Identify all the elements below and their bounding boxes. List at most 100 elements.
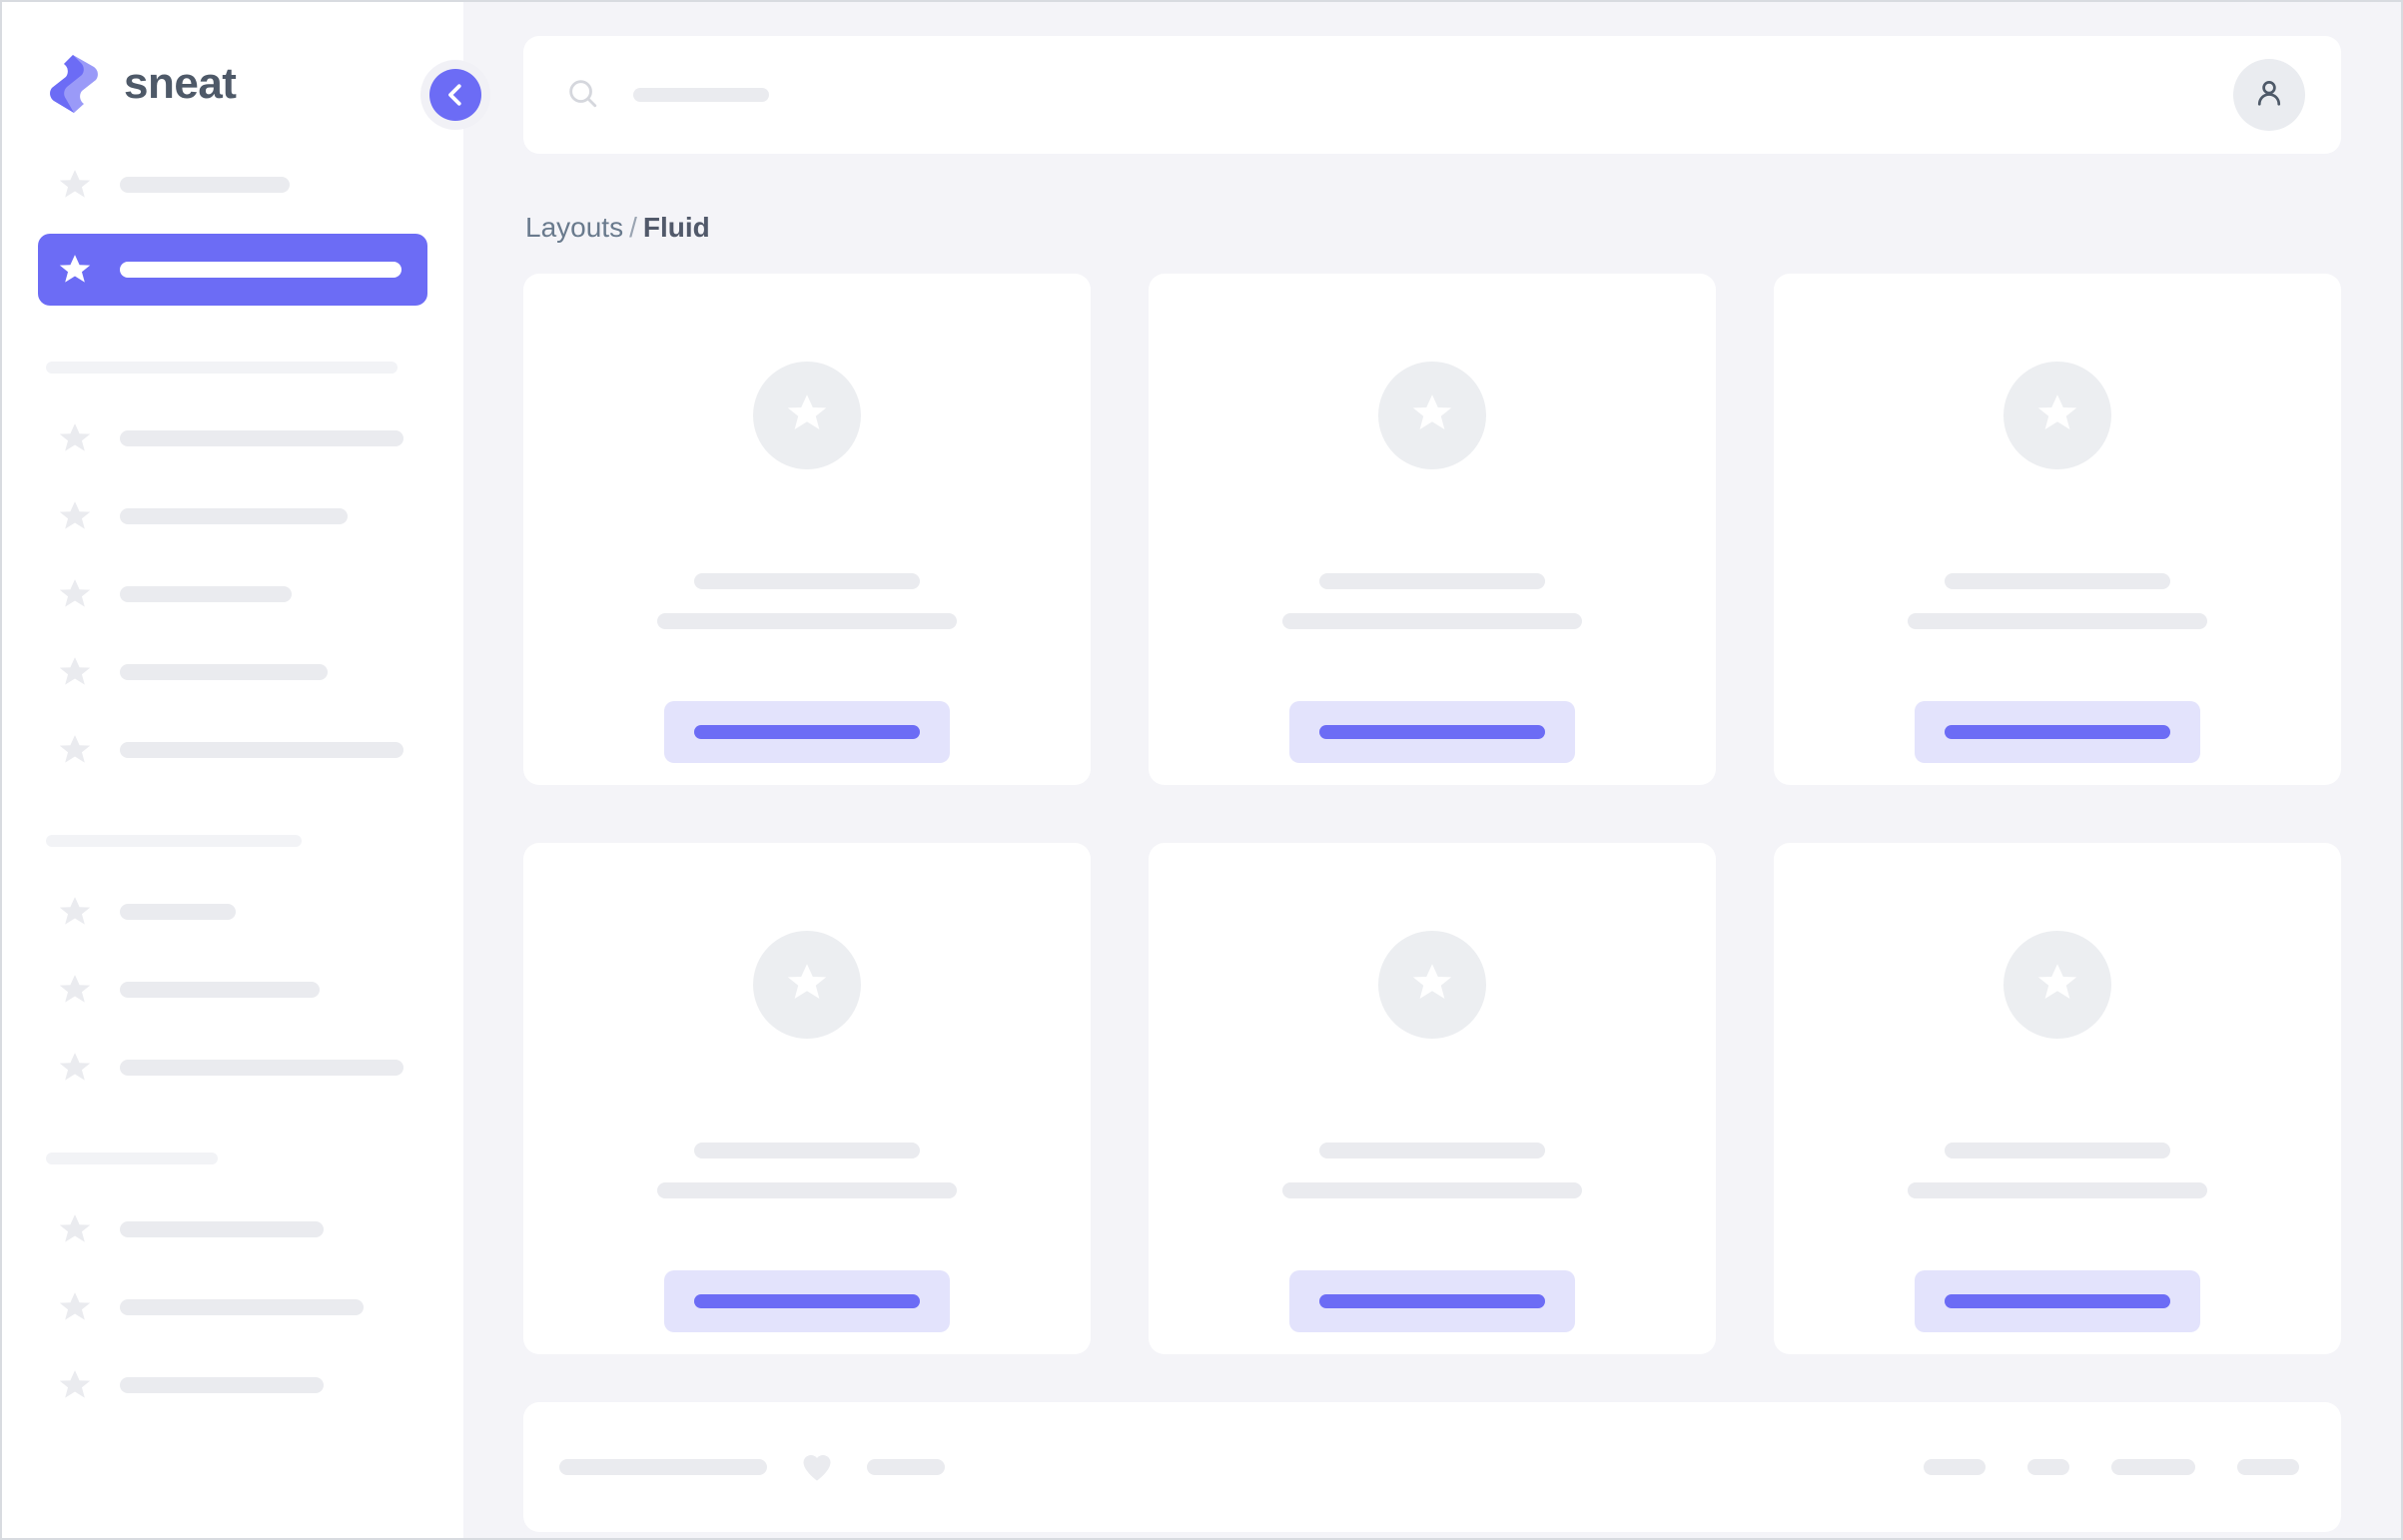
- footer-link[interactable]: [2237, 1459, 2299, 1475]
- sidebar-item-label: [120, 904, 236, 920]
- sidebar-item[interactable]: [38, 883, 427, 941]
- footer-copyright: [559, 1459, 767, 1475]
- breadcrumb: Layouts / Fluid: [525, 214, 2341, 242]
- sidebar-divider: [46, 362, 398, 374]
- sidebar-item[interactable]: [38, 1200, 427, 1258]
- spacer: [2, 214, 463, 234]
- sidebar-item-label: [120, 664, 328, 680]
- sidebar-item[interactable]: [38, 1356, 427, 1414]
- card-action-button[interactable]: [1915, 1270, 2200, 1332]
- card-subtitle: [1908, 1182, 2207, 1198]
- spacer: [2, 779, 463, 799]
- user-icon: [2251, 75, 2287, 116]
- sidebar-item[interactable]: [38, 1039, 427, 1097]
- card-subtitle: [1908, 613, 2207, 629]
- star-icon: [56, 971, 94, 1009]
- star-icon: [1408, 959, 1456, 1012]
- sidebar-divider: [46, 835, 302, 847]
- spacer: [2, 1258, 463, 1278]
- star-icon: [56, 166, 94, 204]
- card-avatar: [2003, 362, 2111, 469]
- sidebar-item[interactable]: [38, 961, 427, 1019]
- sidebar-item[interactable]: [38, 643, 427, 701]
- sidebar-item-active[interactable]: [38, 234, 427, 306]
- star-icon: [2033, 959, 2081, 1012]
- star-icon: [2033, 389, 2081, 442]
- search-icon: [565, 76, 599, 115]
- spacer: [2, 1414, 463, 1434]
- sidebar-collapse-button[interactable]: [420, 60, 490, 130]
- spacer: [2, 545, 463, 565]
- sidebar-item[interactable]: [38, 487, 427, 545]
- sidebar-item-label: [120, 1221, 324, 1237]
- card-avatar: [753, 362, 861, 469]
- heart-icon: [799, 1449, 835, 1485]
- card-title: [694, 573, 920, 589]
- card-action-button-label: [1945, 1294, 2170, 1308]
- main-content: Layouts / Fluid: [463, 2, 2401, 1538]
- sidebar-item-label: [120, 1060, 403, 1076]
- star-icon: [56, 251, 94, 289]
- card-action-button-label: [694, 725, 920, 739]
- sidebar: sneat: [2, 2, 490, 1538]
- footer: [523, 1402, 2341, 1532]
- card-title: [1319, 1143, 1545, 1158]
- chevron-left-icon: [429, 69, 481, 121]
- card-action-button-label: [1945, 725, 2170, 739]
- footer-link[interactable]: [1924, 1459, 1986, 1475]
- sidebar-item-label: [120, 1299, 364, 1315]
- card-avatar: [2003, 931, 2111, 1039]
- sidebar-item-label: [120, 508, 348, 524]
- search-input[interactable]: [633, 88, 769, 102]
- avatar[interactable]: [2233, 59, 2305, 131]
- sidebar-item[interactable]: [38, 409, 427, 467]
- card-avatar: [1378, 362, 1486, 469]
- star-icon: [783, 959, 831, 1012]
- sidebar-item[interactable]: [38, 156, 427, 214]
- card-avatar: [1378, 931, 1486, 1039]
- spacer: [2, 941, 463, 961]
- footer-link[interactable]: [2111, 1459, 2195, 1475]
- star-icon: [56, 497, 94, 535]
- brand-name: sneat: [124, 59, 237, 108]
- sneat-s-logo-icon: [46, 53, 102, 115]
- sidebar-nav: [2, 122, 463, 1434]
- sidebar-item[interactable]: [38, 721, 427, 779]
- topbar: [523, 36, 2341, 154]
- card-action-button[interactable]: [664, 701, 950, 763]
- card-action-button-label: [694, 1294, 920, 1308]
- card-action-button[interactable]: [1289, 1270, 1575, 1332]
- breadcrumb-parent[interactable]: Layouts: [525, 212, 624, 243]
- card-avatar: [753, 931, 861, 1039]
- star-icon: [1408, 389, 1456, 442]
- card-title: [1945, 1143, 2170, 1158]
- footer-left: [559, 1449, 945, 1485]
- footer-links: [1924, 1459, 2299, 1475]
- sidebar-item-label: [120, 1377, 324, 1393]
- sidebar-item-label: [120, 742, 403, 758]
- sidebar-item-label: [120, 430, 403, 446]
- breadcrumb-separator: /: [629, 212, 637, 243]
- star-icon: [56, 575, 94, 613]
- card-action-button[interactable]: [1915, 701, 2200, 763]
- brand[interactable]: sneat: [2, 2, 463, 122]
- card-action-button[interactable]: [664, 1270, 950, 1332]
- search-bar[interactable]: [565, 76, 2203, 115]
- spacer: [2, 1019, 463, 1039]
- sidebar-item[interactable]: [38, 1278, 427, 1336]
- content-card: [523, 274, 1091, 785]
- content-card: [1149, 843, 1716, 1354]
- star-icon: [783, 389, 831, 442]
- star-icon: [56, 731, 94, 769]
- card-action-button[interactable]: [1289, 701, 1575, 763]
- card-subtitle: [657, 1182, 957, 1198]
- spacer: [2, 701, 463, 721]
- card-subtitle: [657, 613, 957, 629]
- sidebar-item[interactable]: [38, 565, 427, 623]
- footer-link[interactable]: [2027, 1459, 2069, 1475]
- card-action-button-label: [1319, 1294, 1545, 1308]
- card-title: [1945, 573, 2170, 589]
- sidebar-item-label: [120, 262, 401, 278]
- star-icon: [56, 1210, 94, 1248]
